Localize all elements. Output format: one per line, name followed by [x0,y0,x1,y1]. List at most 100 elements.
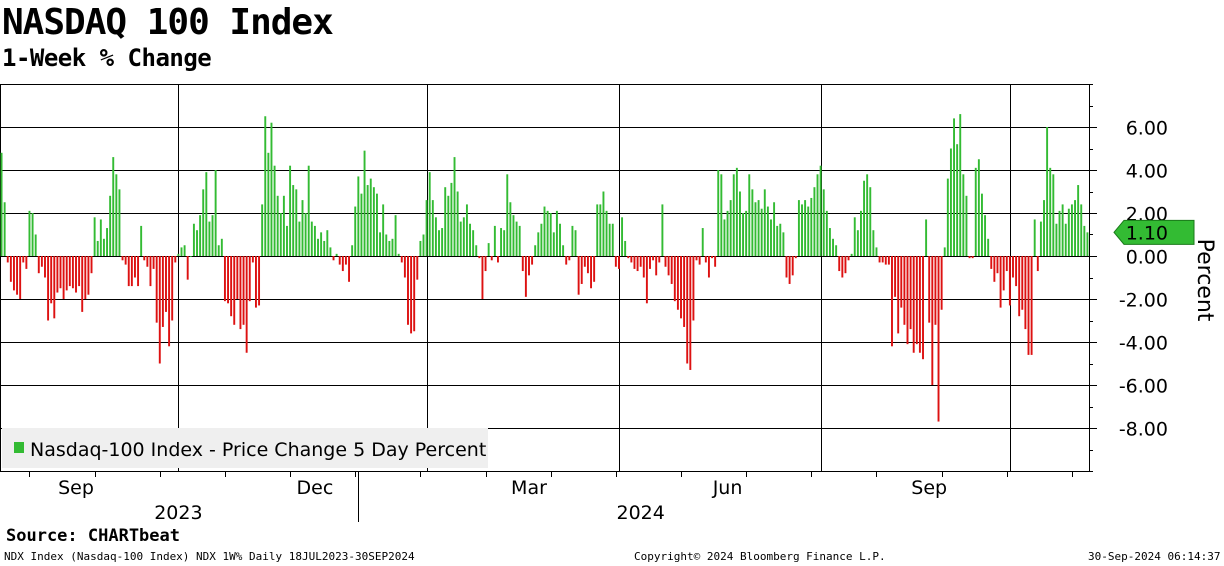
bar [903,256,906,325]
bar [450,182,453,256]
bar [683,256,686,327]
bar [134,256,136,278]
bar [540,223,543,256]
bar [1064,223,1067,256]
bar [202,189,205,256]
bar [863,180,866,256]
bar [1036,256,1039,272]
y-tick-label: -6.00 [1119,376,1168,398]
bar [31,213,34,256]
bar [1077,185,1080,256]
bar [673,256,676,302]
bar [102,238,105,256]
bar [881,256,884,263]
bar [329,247,332,256]
bar [593,256,596,282]
bar [1046,127,1049,256]
x-year-label: 2023 [154,502,202,524]
bar [307,165,310,256]
bar [71,256,74,289]
x-year-label: 2024 [616,502,664,524]
bar [956,144,959,256]
bar [438,230,440,256]
bar [0,152,3,256]
bar [124,256,127,265]
bar [751,189,754,256]
bar [853,217,856,256]
bar [90,256,93,274]
bar [149,256,152,287]
bar [459,221,462,256]
bar [115,174,118,256]
bar [872,230,875,256]
bar [493,225,496,256]
bar [990,256,993,269]
bar [878,256,881,263]
bar [276,195,279,256]
bar [835,245,838,256]
bar [258,256,261,306]
bar [971,256,974,259]
bar [50,256,53,304]
bar [65,256,68,291]
bar [1052,174,1055,256]
bar [360,193,363,256]
bar [534,245,537,256]
bar [1024,256,1027,330]
bar [434,217,437,256]
bar [177,253,180,256]
legend: Nasdaq-100 Index - Price Change 5 Day Pe… [2,428,488,468]
bar [894,256,897,297]
bar [822,189,825,256]
bar [44,256,46,278]
bar [766,206,769,256]
bar [174,256,177,263]
bar [431,200,434,256]
bar [155,256,158,323]
bar [735,167,738,256]
bar [506,174,509,256]
bar [676,256,679,310]
bar [838,256,841,272]
chart-subtitle: 1-Week % Change [2,44,212,72]
bar [580,256,583,284]
bar [605,210,608,256]
bar [962,174,965,256]
bar [745,210,748,256]
bar [81,256,84,312]
y-tick-label: 4.00 [1126,161,1168,183]
bar [462,217,465,256]
bar [850,253,853,256]
bar [292,185,295,256]
bar [915,256,918,345]
bar [372,187,375,256]
x-month-label: Sep [58,477,94,499]
bar [40,256,43,267]
chart-title: NASDAQ 100 Index [2,2,334,43]
bar [301,200,304,256]
bar [748,174,751,256]
bar [295,189,298,256]
bar [1055,223,1058,256]
bar [267,152,270,256]
bar [413,256,416,332]
bar [614,256,617,267]
bar [106,228,108,256]
bar [900,256,903,308]
bar [552,232,555,256]
bar [633,256,636,269]
bar [689,256,692,370]
bar [447,195,450,256]
bar [109,195,112,256]
bar [273,165,276,256]
bar [943,247,946,256]
bar [1008,256,1011,306]
bar [763,189,766,256]
bar [1005,256,1008,272]
bar [658,256,661,263]
bar [400,256,403,263]
bar [1021,256,1024,310]
bar [53,256,56,319]
bar [282,195,285,256]
bar [810,197,813,256]
